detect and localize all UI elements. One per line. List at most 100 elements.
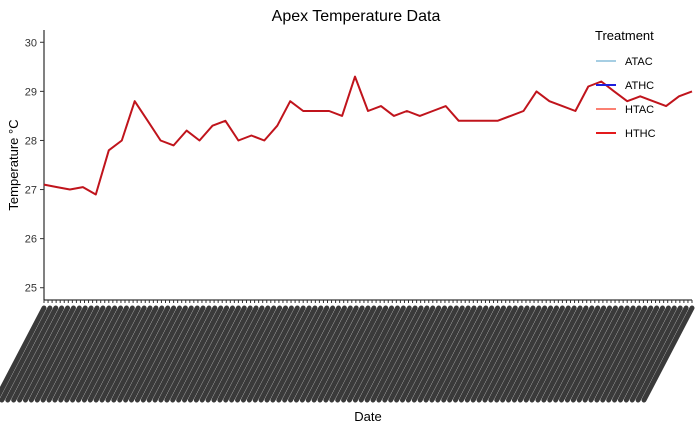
legend-label-htac: HTAC xyxy=(625,104,654,116)
x-tick-label xyxy=(40,305,94,403)
x-tick-label xyxy=(93,305,147,403)
x-tick-label xyxy=(81,305,135,403)
x-tick-label xyxy=(570,305,624,403)
x-tick-label xyxy=(46,305,100,403)
x-tick-label xyxy=(111,305,165,403)
x-tick-label xyxy=(158,305,212,403)
x-tick-label xyxy=(358,305,412,403)
legend-label-atac: ATAC xyxy=(625,56,653,68)
x-tick-label xyxy=(500,305,554,403)
x-tick-label xyxy=(311,305,365,403)
x-tick-label xyxy=(464,305,518,403)
x-tick-label xyxy=(176,305,230,403)
x-tick-label xyxy=(405,305,459,403)
x-tick-label xyxy=(217,305,271,403)
x-tick-label xyxy=(34,305,88,403)
x-tick-label xyxy=(476,305,530,403)
legend-label-athc: ATHC xyxy=(625,80,654,92)
x-tick-label xyxy=(370,305,424,403)
x-tick-label xyxy=(164,305,218,403)
x-tick-label xyxy=(299,305,353,403)
x-tick-label xyxy=(535,305,589,403)
x-tick-label xyxy=(75,305,129,403)
x-tick-label xyxy=(323,305,377,403)
x-tick-label xyxy=(541,305,595,403)
x-tick-label xyxy=(547,305,601,403)
x-tick-label xyxy=(223,305,277,403)
x-tick-label xyxy=(335,305,389,403)
x-tick-label xyxy=(229,305,283,403)
legend-title: Treatment xyxy=(595,28,654,43)
x-tick-label xyxy=(52,305,106,403)
x-tick-label xyxy=(11,305,65,403)
x-tick-label xyxy=(470,305,524,403)
y-tick-label: 30 xyxy=(25,37,37,49)
x-tick-label xyxy=(22,305,76,403)
x-tick-label xyxy=(529,305,583,403)
x-tick-label xyxy=(282,305,336,403)
x-tick-label xyxy=(641,305,695,403)
x-tick-label xyxy=(447,305,501,403)
x-tick-label xyxy=(17,305,71,403)
x-tick-label xyxy=(264,305,318,403)
x-tick-label xyxy=(346,305,400,403)
x-tick-label xyxy=(458,305,512,403)
x-tick-label xyxy=(441,305,495,403)
x-tick-label xyxy=(193,305,247,403)
x-tick-label xyxy=(417,305,471,403)
x-tick-label xyxy=(252,305,306,403)
series-line-hthc xyxy=(43,75,693,196)
x-tick-label xyxy=(376,305,430,403)
x-tick-label xyxy=(582,305,636,403)
x-tick-label xyxy=(205,305,259,403)
x-tick-label xyxy=(488,305,542,403)
x-tick-label xyxy=(64,305,118,403)
x-tick-label xyxy=(482,305,536,403)
x-tick-label xyxy=(588,305,642,403)
x-tick-label xyxy=(288,305,342,403)
x-tick-label xyxy=(270,305,324,403)
x-tick-label xyxy=(140,305,194,403)
x-tick-label xyxy=(559,305,613,403)
x-tick-label xyxy=(105,305,159,403)
y-tick-label: 29 xyxy=(25,86,37,98)
x-tick-label xyxy=(511,305,565,403)
x-tick-label xyxy=(576,305,630,403)
x-tick-label xyxy=(187,305,241,403)
x-tick-label xyxy=(276,305,330,403)
x-tick-label xyxy=(293,305,347,403)
x-tick-label xyxy=(341,305,395,403)
x-tick-label xyxy=(517,305,571,403)
x-tick-label xyxy=(506,305,560,403)
x-tick-label xyxy=(399,305,453,403)
y-tick-label: 28 xyxy=(25,135,37,147)
x-tick-label xyxy=(429,305,483,403)
x-tick-label xyxy=(211,305,265,403)
x-tick-label xyxy=(623,305,677,403)
x-tick-label xyxy=(28,305,82,403)
chart-title: Apex Temperature Data xyxy=(272,8,441,25)
x-tick-label xyxy=(182,305,236,403)
x-tick-label xyxy=(494,305,548,403)
x-tick-label xyxy=(606,305,660,403)
x-tick-label xyxy=(123,305,177,403)
x-tick-label xyxy=(58,305,112,403)
x-tick-label xyxy=(435,305,489,403)
x-tick-label xyxy=(388,305,442,403)
x-tick-label xyxy=(329,305,383,403)
y-ticks: 25 26 27 28 29 30 xyxy=(25,37,44,295)
plot-area: 25 26 27 28 29 30 xyxy=(0,30,695,403)
y-tick-label: 26 xyxy=(25,234,37,246)
x-tick-label xyxy=(99,305,153,403)
x-tick-label xyxy=(317,305,371,403)
x-tick-label xyxy=(246,305,300,403)
x-tick-label xyxy=(364,305,418,403)
x-tick-label xyxy=(146,305,200,403)
x-tick-label xyxy=(423,305,477,403)
x-tick-label xyxy=(134,305,188,403)
x-tick-label xyxy=(5,305,59,403)
x-tick-label xyxy=(305,305,359,403)
x-tick-label xyxy=(0,305,47,398)
x-tick-label xyxy=(70,305,124,403)
